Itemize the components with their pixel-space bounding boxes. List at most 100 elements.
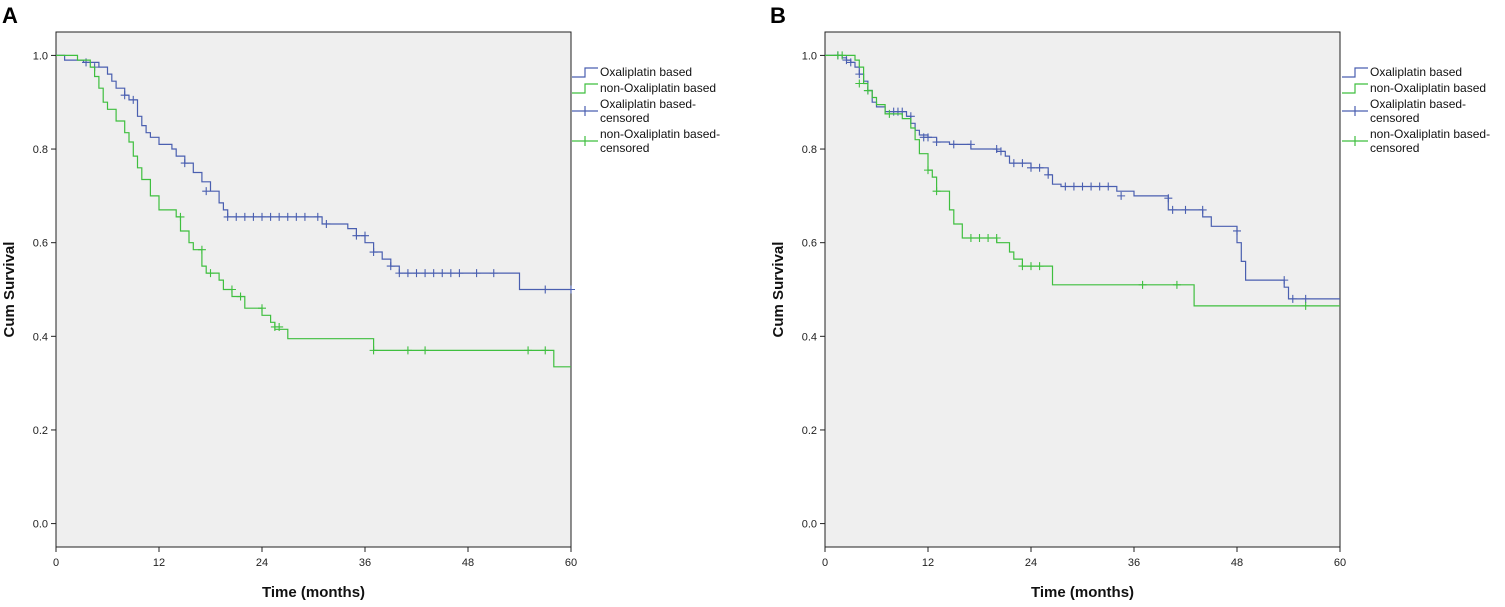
a-censor-mark-2: [227, 285, 236, 294]
b-censor-mark-2: [838, 51, 847, 60]
a-y-tick-label: 0.0: [33, 519, 48, 531]
a-censor-mark-2: [236, 292, 245, 301]
a-censor-mark-1: [240, 212, 249, 221]
a-plot-area: [55, 31, 572, 548]
a-censor-mark-1: [361, 231, 369, 240]
a-censor-mark-1: [489, 269, 498, 278]
a-legend-swatch-1: [572, 67, 598, 78]
a-censor-mark-1: [300, 212, 309, 221]
b-censor-mark-1: [1280, 276, 1289, 285]
a-censor-mark-1: [352, 231, 361, 240]
b-legend-label-4: censored: [1370, 141, 1419, 155]
b-x-tick-label: 60: [1334, 557, 1346, 569]
b-censor-mark-2: [992, 234, 1001, 242]
km-chart-b: B 0.4 0.6 0.8 1.0 0.0 0.2 0 12 24 36 48 60 Time (mont…: [770, 3, 1490, 601]
a-censor-mark-2: [206, 269, 215, 278]
chart-panel-a: A 0.0 0.2 0.4 0.6 0.8 1.0 0 12 24 36 48 60 Time (mont…: [0, 0, 752, 607]
a-legend-swatch-4: [572, 136, 598, 146]
a-censor-mark-1: [275, 212, 284, 221]
b-censor-mark-1: [1168, 205, 1177, 214]
b-censor-mark-1: [932, 138, 941, 147]
a-y-tick-label: 0.6: [33, 238, 48, 250]
b-censor-mark-1: [992, 145, 1001, 154]
b-x-axis-title: Time (months): [1031, 584, 1134, 601]
a-censor-mark-1: [180, 159, 189, 168]
a-censor-mark-1: [322, 219, 331, 228]
b-legend-label-2: non-Oxaliplatin based: [1370, 81, 1486, 95]
a-censor-mark-1: [446, 269, 455, 278]
a-censor-mark-2: [176, 212, 185, 221]
a-x-tick-label: 60: [565, 557, 577, 569]
b-censor-mark-1: [1078, 182, 1087, 191]
b-censor-mark-2: [966, 234, 975, 242]
b-censor-mark-1: [924, 133, 932, 142]
b-censor-mark-1: [996, 147, 1005, 156]
b-censor-mark-2: [1138, 280, 1147, 289]
b-censor-mark-2: [863, 86, 872, 95]
a-censor-mark-1: [567, 285, 575, 294]
b-censor-mark-1: [1095, 182, 1104, 191]
a-y-tick-label: 0.4: [33, 331, 48, 343]
b-censor-mark-1: [1069, 182, 1078, 191]
a-censor-mark-1: [120, 91, 129, 100]
a-censor-mark-1: [129, 95, 138, 104]
a-censor-mark-1: [223, 212, 232, 221]
b-censor-mark-1: [949, 140, 958, 149]
b-censor-mark-1: [1181, 205, 1190, 214]
b-y-tick-label: 1.0: [802, 50, 817, 62]
b-legend-swatch-1: [1342, 67, 1368, 78]
b-censor-mark-1: [1087, 182, 1096, 191]
b-censor-mark-1: [1027, 163, 1035, 172]
a-legend-label-1: Oxaliplatin based: [600, 65, 692, 79]
b-legend-swatch-4: [1342, 136, 1368, 146]
b-legend-label-4: non-Oxaliplatin based-: [1370, 127, 1490, 141]
b-legend-swatch-2: [1342, 83, 1368, 94]
b-censor-mark-1: [1044, 170, 1053, 179]
b-censor-mark-1: [1288, 294, 1297, 303]
a-censor-mark-2: [524, 346, 533, 355]
b-censor-mark-1: [1035, 163, 1044, 172]
b-y-tick-label: 0.8: [802, 144, 817, 156]
b-censor-mark-1: [1018, 159, 1027, 168]
a-censor-mark-2: [403, 346, 412, 355]
b-legend-label-3: Oxaliplatin based-: [1370, 97, 1466, 111]
b-x-tick-label: 24: [1025, 557, 1037, 569]
a-legend-label-2: non-Oxaliplatin based: [600, 81, 716, 95]
a-x-tick-label: 48: [462, 557, 474, 569]
b-y-tick-label: 0.0: [802, 519, 817, 531]
a-legend-label-3: Oxaliplatin based-: [600, 97, 696, 111]
a-x-axis-title: Time (months): [262, 584, 365, 601]
b-censor-mark-2: [924, 166, 932, 175]
a-censor-mark-1: [421, 269, 430, 278]
b-censor-mark-1: [966, 140, 975, 149]
b-censor-mark-2: [984, 234, 993, 242]
a-censor-mark-1: [283, 212, 292, 221]
b-y-tick-label: 0.6: [802, 238, 817, 250]
a-censor-mark-2: [275, 322, 284, 331]
a-censor-mark-2: [541, 346, 550, 355]
a-censor-mark-1: [266, 212, 275, 221]
a-legend-label-3: censored: [600, 111, 649, 125]
b-censor-mark-2: [1018, 262, 1027, 271]
a-censor-mark-1: [258, 212, 266, 221]
b-censor-mark-1: [1301, 294, 1310, 303]
a-censor-mark-1: [438, 269, 447, 278]
b-censor-mark-1: [1233, 226, 1241, 235]
a-y-tick-label: 1.0: [33, 50, 48, 62]
b-legend-label-1: Oxaliplatin based: [1370, 65, 1462, 79]
a-x-tick-label: 0: [53, 557, 59, 569]
b-y-tick-label: 0.2: [802, 425, 817, 437]
a-censor-mark-1: [249, 212, 258, 221]
b-censor-mark-1: [846, 58, 855, 67]
a-x-tick-label: 24: [256, 557, 268, 569]
a-censor-mark-2: [421, 346, 430, 355]
b-y-axis-title: Cum Survival: [770, 242, 787, 338]
a-censor-mark-1: [202, 187, 211, 196]
b-censor-mark-2: [975, 234, 984, 242]
a-censor-mark-1: [541, 285, 550, 294]
a-y-axis-title: Cum Survival: [1, 242, 18, 338]
a-x-tick-label: 36: [359, 557, 371, 569]
b-censor-mark-1: [1164, 194, 1173, 203]
b-censor-mark-1: [842, 56, 851, 65]
b-censor-mark-1: [855, 70, 864, 79]
